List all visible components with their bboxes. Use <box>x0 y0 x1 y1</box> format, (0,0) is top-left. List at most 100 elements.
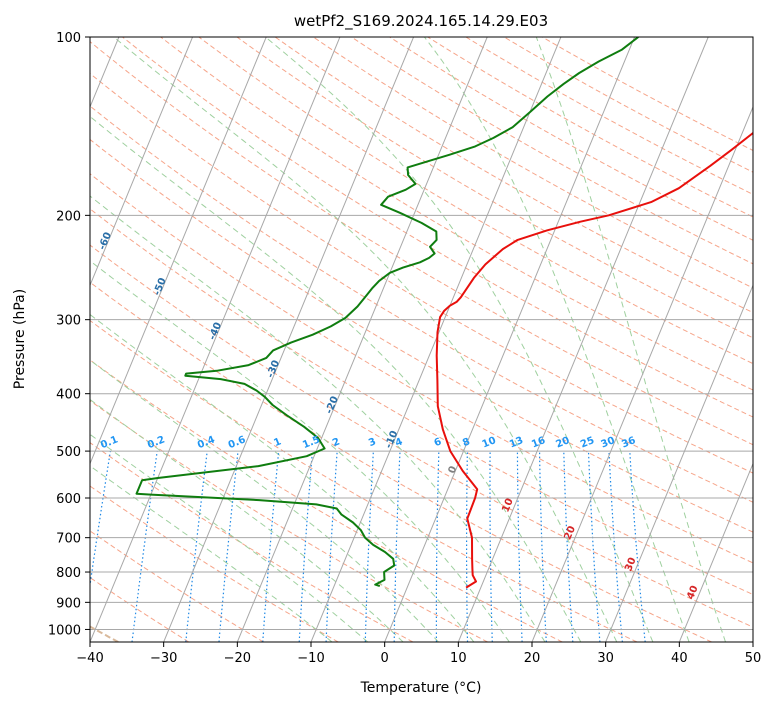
isotherm-line <box>163 37 415 642</box>
y-tick-label: 300 <box>56 314 81 329</box>
mixing-ratio-line <box>608 451 623 642</box>
dry-adiabat-line <box>198 37 753 365</box>
mixing-ratio-label: 0.4 <box>196 434 217 451</box>
dry-adiabat-line <box>90 72 753 474</box>
dry-adiabat-line <box>90 319 638 642</box>
y-tick-label: 200 <box>56 209 81 224</box>
mixing-ratio-line <box>393 451 401 642</box>
dry-adiabat-line <box>351 37 753 265</box>
x-tick-label: 30 <box>597 651 614 666</box>
mixing-ratio-line <box>435 451 440 642</box>
isotherm-line <box>752 640 753 642</box>
moist-adiabat-line <box>90 398 404 642</box>
mixing-ratio-label: 36 <box>620 435 637 450</box>
moist-adiabat-line <box>90 115 582 642</box>
dewpoint-profile-line <box>135 37 639 588</box>
isotherm-lines <box>90 37 753 642</box>
x-tick-label: 0 <box>381 651 389 666</box>
y-tick-label: 500 <box>56 445 81 460</box>
isotherm-line <box>310 37 562 642</box>
x-tick-label: 50 <box>745 651 762 666</box>
dry-adiabat-line <box>90 105 753 503</box>
y-axis: 100 200 300 400 500 600 700 800 900 1000 <box>48 31 90 638</box>
mixing-ratio-label: 1.5 <box>301 434 322 451</box>
x-tick-label: −40 <box>76 651 103 666</box>
moist-adiabat-line <box>535 37 727 642</box>
mixing-ratio-line <box>489 451 493 642</box>
mixing-ratio-label: 20 <box>554 435 571 450</box>
isotherm-line <box>236 37 488 642</box>
y-tick-label: 900 <box>56 596 81 611</box>
isotherm-label: -80 <box>0 138 5 159</box>
mixing-ratio-line <box>90 451 111 590</box>
x-tick-label: −30 <box>150 651 177 666</box>
dry-adiabat-line <box>90 399 488 642</box>
mixing-ratio-label: 6 <box>433 436 444 449</box>
mixing-ratio-line <box>629 451 646 642</box>
moist-adiabat-label: 30 <box>623 556 638 573</box>
moist-adiabat-line <box>90 195 546 642</box>
mixing-ratio-line <box>466 451 469 642</box>
mixing-ratio-line <box>587 451 601 642</box>
mixing-ratio-label: 13 <box>508 435 525 450</box>
dry-adiabat-line <box>427 37 753 218</box>
y-tick-label: 100 <box>56 31 81 46</box>
dry-adiabat-line <box>90 208 753 596</box>
dry-adiabat-line <box>90 530 264 642</box>
mixing-ratio-label: 10 <box>481 435 498 450</box>
mixing-ratio-lines <box>90 451 646 642</box>
mixing-ratio-label: 4 <box>394 436 405 449</box>
zero-isotherm-label: 0 <box>447 465 460 476</box>
mixing-ratio-line <box>325 451 338 642</box>
x-axis-label: Temperature (°C) <box>360 680 482 696</box>
isotherm-line <box>90 37 267 465</box>
mixing-ratio-label: 25 <box>579 435 596 450</box>
mixing-ratio-line <box>262 451 280 642</box>
mixing-ratio-label: 2 <box>331 436 342 449</box>
isotherm-line <box>384 37 636 642</box>
moist-adiabat-line <box>90 313 475 642</box>
mixing-ratio-label: 0.6 <box>227 434 248 451</box>
dry-adiabat-line <box>90 138 753 533</box>
mixing-ratio-label: 1 <box>272 436 283 449</box>
x-tick-label: −10 <box>297 651 324 666</box>
dry-adiabat-line <box>90 442 414 642</box>
moist-adiabat-line <box>90 465 333 642</box>
dry-adiabat-line <box>541 37 753 151</box>
x-tick-label: 10 <box>450 651 467 666</box>
mixing-ratio-label: 16 <box>530 435 547 450</box>
dry-adiabat-line <box>90 281 712 642</box>
moist-adiabat-line <box>90 433 369 642</box>
dry-adiabat-line <box>122 37 753 418</box>
mixing-ratio-label: 0.2 <box>146 434 167 451</box>
x-tick-label: 40 <box>671 651 688 666</box>
x-axis: −40 −30 −20 −10 0 10 20 30 40 50 <box>76 642 761 666</box>
dry-adiabats <box>90 37 753 642</box>
y-tick-label: 400 <box>56 388 81 403</box>
y-axis-label: Pressure (hPa) <box>12 289 28 389</box>
isotherm-label: -70 <box>43 184 60 205</box>
x-tick-label: 20 <box>524 651 541 666</box>
pressure-gridlines <box>90 37 753 630</box>
dry-adiabat-line <box>90 41 753 446</box>
moist-adiabat-line <box>113 37 618 642</box>
moist-adiabat-label: 20 <box>563 524 578 541</box>
isotherm-line <box>90 37 194 287</box>
dry-adiabat-line <box>274 37 753 314</box>
dry-adiabat-line <box>503 37 753 173</box>
mixing-ratio-line <box>185 451 208 642</box>
isotherm-line <box>90 37 341 642</box>
y-tick-label: 1000 <box>48 623 81 638</box>
moist-adiabat-label: 40 <box>685 584 700 601</box>
profile-series <box>135 37 753 589</box>
x-tick-label: −20 <box>224 651 251 666</box>
moist-adiabat-line <box>90 359 439 642</box>
dry-adiabat-line <box>90 485 339 642</box>
temperature-profile-line <box>435 131 753 589</box>
moist-adiabat-line <box>90 260 510 642</box>
plot-frame <box>89 36 754 643</box>
dry-adiabat-line <box>313 37 753 289</box>
mixing-ratio-line <box>218 451 239 642</box>
moist-adiabat-label: 10 <box>500 497 515 514</box>
